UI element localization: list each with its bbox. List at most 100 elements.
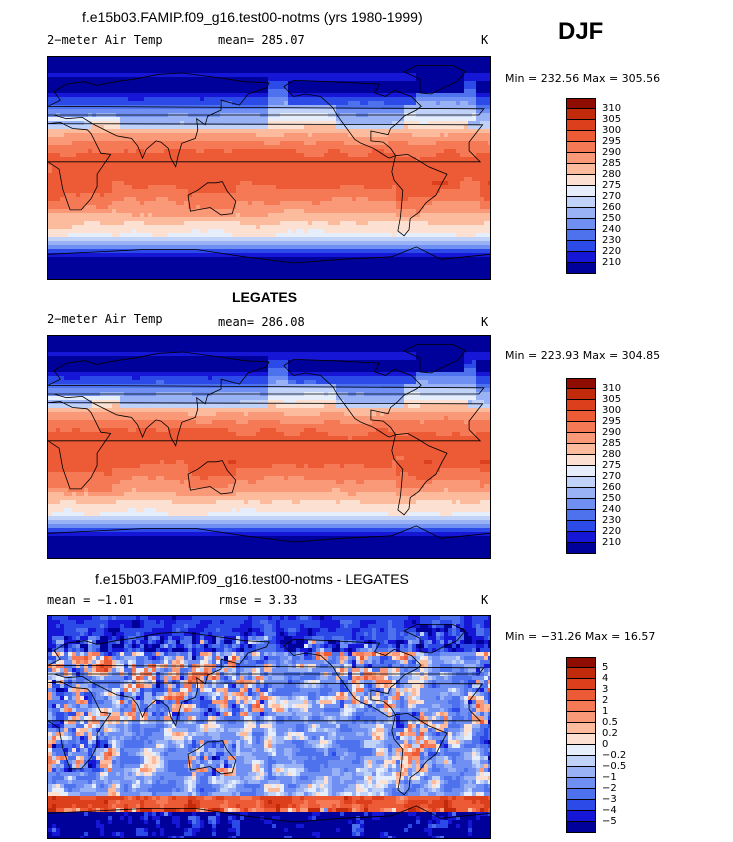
map-cell	[272, 149, 277, 154]
map-cell	[464, 109, 469, 114]
map-cell	[444, 233, 449, 238]
map-cell	[324, 153, 329, 158]
map-cell	[488, 177, 490, 182]
map-cell	[344, 93, 349, 98]
map-cell	[372, 233, 377, 238]
map-cell	[132, 209, 137, 214]
map-cell	[68, 185, 73, 190]
map-cell	[272, 133, 277, 138]
map-cell	[276, 129, 281, 134]
map-cell	[244, 221, 249, 226]
map-cell	[188, 181, 193, 186]
map-cell	[432, 217, 437, 222]
map-cell	[252, 169, 257, 174]
map-cell	[448, 189, 453, 194]
map-cell	[244, 165, 249, 170]
map-cell	[128, 101, 133, 106]
map-cell	[244, 117, 249, 122]
map-cell	[388, 197, 393, 202]
map-cell	[212, 165, 217, 170]
map-cell	[240, 185, 245, 190]
map-cell	[372, 173, 377, 178]
map-cell	[132, 149, 137, 154]
map-cell	[384, 197, 389, 202]
map-cell	[108, 145, 113, 150]
map-cell	[144, 101, 149, 106]
map-cell	[92, 209, 97, 214]
map-cell	[220, 209, 225, 214]
map-cell	[160, 57, 165, 62]
map-cell	[448, 133, 453, 138]
map-cell	[216, 173, 221, 178]
map-cell	[460, 97, 465, 102]
map-cell	[448, 69, 453, 74]
map-cell	[124, 85, 129, 90]
map-cell	[428, 97, 433, 102]
map-cell	[348, 125, 353, 130]
map-cell	[84, 197, 89, 202]
map-cell	[380, 173, 385, 178]
map-cell	[448, 213, 453, 218]
map-cell	[208, 89, 213, 94]
map-cell	[412, 181, 417, 186]
map-cell	[428, 185, 433, 190]
map-cell	[300, 125, 305, 130]
map-cell	[104, 85, 109, 90]
map-cell	[352, 101, 357, 106]
map-cell	[432, 185, 437, 190]
map-cell	[204, 69, 209, 74]
map-cell	[64, 69, 69, 74]
map-cell	[120, 157, 125, 162]
map-cell	[64, 189, 69, 194]
map-cell	[400, 141, 405, 146]
map-cell	[128, 105, 133, 110]
map-cell	[204, 217, 209, 222]
map-cell	[140, 149, 145, 154]
map-cell	[304, 69, 309, 74]
map-cell	[340, 57, 345, 62]
map-cell	[120, 229, 125, 234]
map-cell	[332, 85, 337, 90]
map-cell	[224, 81, 229, 86]
map-cell	[100, 89, 105, 94]
map-cell	[192, 65, 197, 70]
map-cell	[176, 157, 181, 162]
map-cell	[444, 153, 449, 158]
map-cell	[148, 189, 153, 194]
map-cell	[92, 205, 97, 210]
map-cell	[352, 197, 357, 202]
map-cell	[200, 225, 205, 230]
map-cell	[212, 133, 217, 138]
map-cell	[452, 57, 457, 62]
map-cell	[232, 133, 237, 138]
map-cell	[288, 105, 293, 110]
map-cell	[480, 225, 485, 230]
map-cell	[184, 157, 189, 162]
map-cell	[64, 93, 69, 98]
map-cell	[484, 193, 489, 198]
map-cell	[168, 189, 173, 194]
map-cell	[80, 61, 85, 66]
map-cell	[236, 81, 241, 86]
map-cell	[248, 129, 253, 134]
map-cell	[484, 197, 489, 202]
map-cell	[320, 121, 325, 126]
map-cell	[208, 225, 213, 230]
map-cell	[244, 169, 249, 174]
map-cell	[464, 225, 469, 230]
map-cell	[72, 93, 77, 98]
map-cell	[344, 153, 349, 158]
map-cell	[76, 157, 81, 162]
map-cell	[424, 189, 429, 194]
map-cell	[364, 101, 369, 106]
map-cell	[108, 65, 113, 70]
map-cell	[176, 129, 181, 134]
map-cell	[364, 57, 369, 62]
map-cell	[304, 229, 309, 234]
map-cell	[140, 137, 145, 142]
map-cell	[56, 117, 61, 122]
map-cell	[284, 153, 289, 158]
map-cell	[432, 201, 437, 206]
map-cell	[168, 165, 173, 170]
map-cell	[432, 137, 437, 142]
